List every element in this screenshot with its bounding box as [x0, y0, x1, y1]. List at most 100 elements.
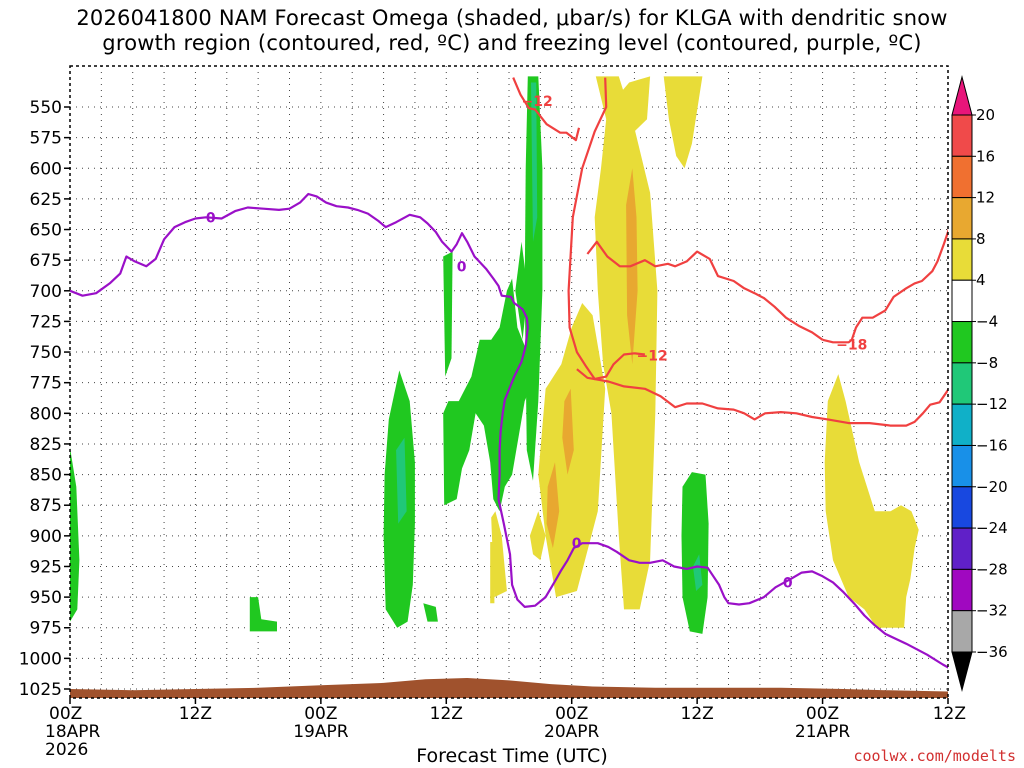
y-tick-label: 850 [30, 466, 62, 486]
omega-region-2-3 [443, 251, 453, 377]
colorbar-band [951, 362, 973, 405]
x-tick-label: 12Z [933, 704, 966, 724]
colorbar-label: −32 [976, 602, 1008, 620]
x-tick-label: 00Z [806, 704, 839, 724]
contour-line-5 [70, 192, 948, 669]
omega-region-1-1 [562, 388, 574, 475]
y-tick-label: 925 [30, 557, 62, 577]
contour-label: −18 [836, 338, 867, 354]
colorbar-label: 8 [976, 230, 986, 248]
terrain [70, 678, 948, 698]
contour-label: −12 [637, 349, 668, 365]
colorbar-band [951, 321, 973, 364]
omega-region-2-5 [423, 603, 438, 622]
colorbar-band [951, 403, 973, 446]
colorbar-band [951, 568, 973, 612]
terrain-fill [70, 678, 948, 698]
colorbar-label: −28 [976, 560, 1008, 578]
x-tick-label: 00Z [49, 704, 82, 724]
omega-region-3-0 [531, 82, 538, 242]
contour-line-2 [586, 240, 824, 341]
contour-label: 0 [457, 259, 467, 275]
y-tick-label: 575 [30, 129, 62, 149]
x-tick-date: 19APR [293, 722, 349, 742]
y-tick-label: 625 [30, 190, 62, 210]
omega-region-0-5 [824, 374, 919, 628]
x-tick-label: 12Z [179, 704, 212, 724]
colorbar-top-arrow [951, 75, 973, 116]
y-tick-label: 950 [30, 588, 62, 608]
y-tick-label: 975 [30, 619, 62, 639]
colorbar-label: −16 [976, 436, 1008, 454]
y-tick-label: 675 [30, 251, 62, 271]
x-tick-date: 21APR [795, 722, 851, 742]
chart-title: 2026041800 NAM Forecast Omega (shaded, μ… [0, 6, 1024, 56]
y-tick-label: 1000 [19, 649, 62, 669]
contour-line-1 [567, 77, 646, 381]
x-tick-label: 00Z [555, 704, 588, 724]
x-tick-date: 18APR [45, 722, 101, 742]
x-tick-label: 12Z [681, 704, 714, 724]
y-tick-label: 775 [30, 374, 62, 394]
colorbar-label: 20 [976, 106, 995, 124]
omega-region-0-7 [529, 511, 546, 561]
colorbar-band [951, 114, 973, 157]
omega-region-0-6 [491, 511, 507, 598]
omega-region-0-0 [594, 76, 658, 610]
y-tick-label: 725 [30, 312, 62, 332]
colorbar-label: −24 [976, 519, 1008, 537]
colorbar-band [951, 444, 973, 488]
colorbar-label: −36 [976, 643, 1008, 661]
y-tick-label: 700 [30, 282, 62, 302]
chart-title-line1: 2026041800 NAM Forecast Omega (shaded, μ… [76, 6, 948, 30]
omega-shading [70, 76, 919, 634]
omega-region-0-2 [618, 76, 651, 132]
x-axis-title: Forecast Time (UTC) [416, 745, 608, 767]
colorbar-bottom-arrow [951, 651, 973, 692]
contour-label: −12 [522, 94, 553, 110]
omega-region-2-8 [249, 597, 277, 632]
omega-region-2-7 [70, 447, 80, 622]
y-tick-label: 600 [30, 159, 62, 179]
chart-title-line2: growth region (contoured, red, ºC) and f… [102, 31, 922, 55]
x-tick-label: 00Z [304, 704, 337, 724]
axes-layer: 550 575 600 625 650 675 700 725 750 775 800 825 850 8… [19, 65, 966, 760]
omega-region-2-6 [681, 472, 709, 634]
x-tick-year: 2026 [45, 740, 88, 760]
colorbar-label: 16 [976, 147, 995, 165]
x-tick-label: 12Z [430, 704, 463, 724]
colorbar-band [951, 486, 973, 529]
colorbar-band [951, 527, 973, 570]
y-tick-label: 550 [30, 98, 62, 118]
colorbar-label: 4 [976, 271, 986, 289]
colorbar-band [951, 155, 973, 199]
colorbar-label: −4 [976, 313, 998, 331]
omega-region-3-2 [693, 554, 703, 591]
omega-region-1-2 [546, 462, 560, 549]
colorbar-band [951, 610, 973, 653]
y-tick-label: 825 [30, 435, 62, 455]
colorbar-label: −12 [976, 395, 1008, 413]
y-tick-label: 875 [30, 496, 62, 516]
contour-line-4 [576, 368, 948, 427]
contour-line-0 [512, 77, 581, 142]
colorbar-band [951, 238, 973, 281]
colorbar-band [951, 197, 973, 240]
contour-label: 0 [783, 575, 793, 591]
y-tick-label: 1025 [19, 680, 62, 700]
y-tick-label: 750 [30, 343, 62, 363]
colorbar-label: −20 [976, 478, 1008, 496]
omega-region-3-1 [396, 437, 407, 524]
contour-label: 0 [206, 210, 216, 226]
omega-region-2-1 [443, 278, 536, 512]
contour-label: 0 [572, 536, 582, 552]
contour-line-3 [822, 228, 948, 344]
y-tick-label: 900 [30, 527, 62, 547]
contour-layer: −12 −12 −18 0 0 0 0 [70, 77, 948, 669]
colorbar-label: −8 [976, 354, 998, 372]
x-tick-date: 20APR [544, 722, 600, 742]
credit-link[interactable]: coolwx.com/modelts [853, 747, 1016, 765]
colorbar: 20 16 12 8 4 −4 −8 −12 −16 −20 −24 −28 −32 −36 [951, 75, 1008, 692]
omega-region-0-3 [663, 76, 703, 169]
